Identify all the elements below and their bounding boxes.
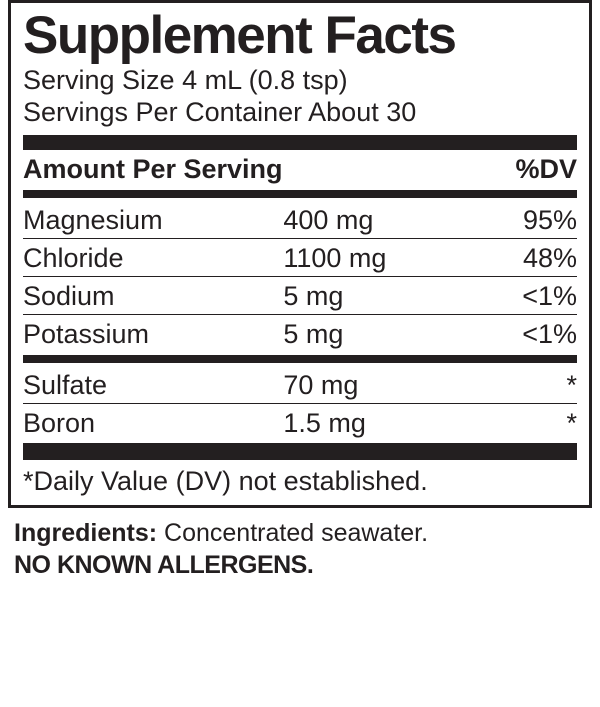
nutrient-row: Chloride 1100 mg 48% [23, 238, 577, 276]
ingredients-text: Concentrated seawater. [157, 519, 428, 547]
nutrient-amount: 70 mg [283, 370, 438, 401]
nutrient-group-2: Sulfate 70 mg * Boron 1.5 mg * [23, 366, 577, 441]
divider-mid [23, 355, 577, 363]
nutrient-amount: 5 mg [283, 319, 438, 350]
divider-mid [23, 190, 577, 198]
nutrient-amount: 5 mg [283, 281, 438, 312]
nutrient-dv: 95% [438, 205, 577, 236]
header-amount-per-serving: Amount Per Serving [23, 154, 283, 185]
nutrient-row: Sulfate 70 mg * [23, 366, 577, 403]
supplement-facts-panel: Supplement Facts Serving Size 4 mL (0.8 … [8, 0, 592, 508]
servings-per-container: Servings Per Container About 30 [23, 96, 577, 128]
nutrient-row: Potassium 5 mg <1% [23, 314, 577, 352]
ingredients-line: Ingredients: Concentrated seawater. [14, 518, 586, 549]
nutrient-dv: 48% [438, 243, 577, 274]
header-dv: %DV [515, 154, 577, 185]
nutrient-name: Sodium [23, 281, 283, 312]
nutrient-name: Boron [23, 408, 283, 439]
divider-heavy [23, 443, 577, 460]
nutrient-name: Potassium [23, 319, 283, 350]
column-header-row: Amount Per Serving %DV [23, 152, 577, 187]
nutrient-amount: 400 mg [283, 205, 438, 236]
nutrient-dv: <1% [438, 281, 577, 312]
nutrient-row: Magnesium 400 mg 95% [23, 201, 577, 238]
bottom-section: Ingredients: Concentrated seawater. NO K… [0, 508, 600, 580]
nutrient-group-1: Magnesium 400 mg 95% Chloride 1100 mg 48… [23, 201, 577, 352]
nutrient-dv: * [438, 408, 577, 439]
ingredients-label: Ingredients: [14, 519, 157, 547]
nutrient-name: Magnesium [23, 205, 283, 236]
serving-size: Serving Size 4 mL (0.8 tsp) [23, 64, 577, 96]
nutrient-dv: * [438, 370, 577, 401]
dv-footnote: *Daily Value (DV) not established. [23, 462, 577, 499]
nutrient-name: Chloride [23, 243, 283, 274]
allergens-statement: NO KNOWN ALLERGENS. [14, 551, 586, 580]
nutrient-amount: 1.5 mg [283, 408, 438, 439]
nutrient-name: Sulfate [23, 370, 283, 401]
panel-title: Supplement Facts [23, 9, 577, 62]
nutrient-row: Sodium 5 mg <1% [23, 276, 577, 314]
nutrient-amount: 1100 mg [283, 243, 438, 274]
divider-thick [23, 135, 577, 150]
nutrient-dv: <1% [438, 319, 577, 350]
nutrient-row: Boron 1.5 mg * [23, 403, 577, 441]
